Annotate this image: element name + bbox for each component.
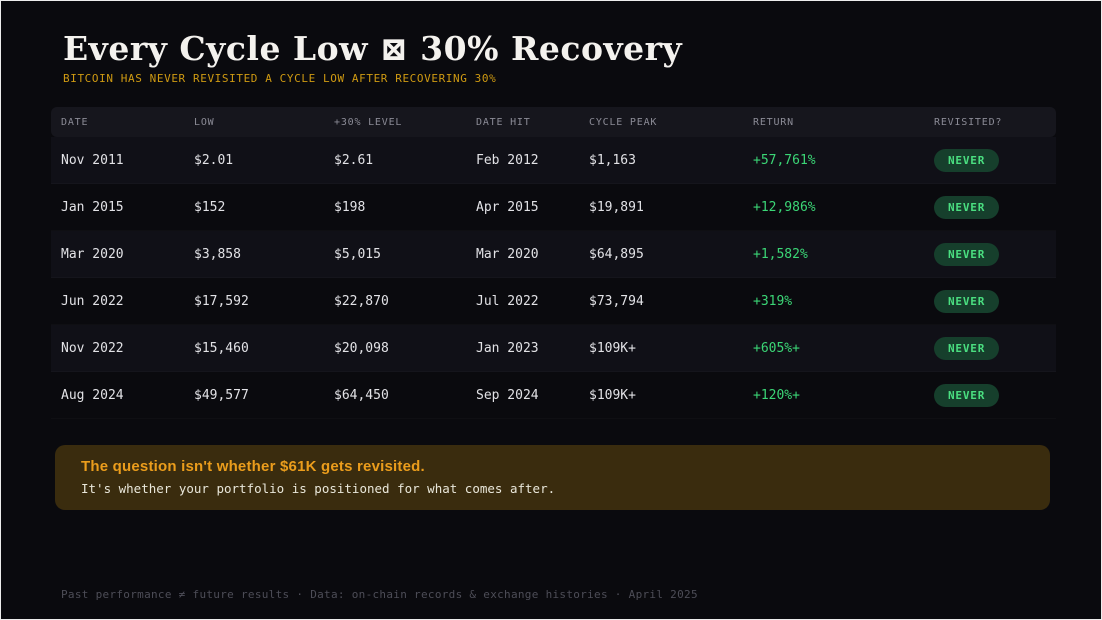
footer-disclaimer: Past performance ≠ future results · Data… [61,588,698,601]
cell-peak: $109K+ [589,387,636,403]
never-badge: NEVER [934,289,1000,313]
cell-peak: $64,895 [589,246,644,262]
cell-low: $49,577 [194,387,249,403]
cell-low: $15,460 [194,340,249,356]
page: Every Cycle Low ⊠ 30% Recovery BITCOIN H… [1,1,1101,511]
cell-level: $198 [334,199,366,215]
cell-return: +120%+ [753,387,800,403]
table-row: Aug 2024 $49,577 $64,450 Sep 2024 $109K+… [51,372,1056,419]
column-header-return: RETURN [753,116,794,128]
table-header-row: DATE LOW +30% LEVEL DATE HIT CYCLE PEAK … [51,107,1056,138]
cell-peak: $19,891 [589,199,644,215]
cell-date-hit: Jan 2023 [476,340,539,356]
cell-level: $5,015 [334,246,381,262]
cell-date-hit: Sep 2024 [476,387,539,403]
cell-revisited: NEVER [924,195,1056,219]
cell-return: +57,761% [753,152,816,168]
cell-date: Aug 2024 [61,387,124,403]
callout-body: It's whether your portfolio is positione… [81,481,556,497]
cell-date-hit: Apr 2015 [476,199,539,215]
cell-return: +605%+ [753,340,800,356]
callout-title: The question isn't whether $61K gets rev… [81,458,425,476]
cell-low: $152 [194,199,226,215]
cell-peak: $73,794 [589,293,644,309]
table-row: Nov 2022 $15,460 $20,098 Jan 2023 $109K+… [51,325,1056,373]
cell-level: $2.61 [334,152,374,168]
never-badge: NEVER [934,383,1000,407]
cell-date: Nov 2022 [61,340,124,356]
cell-low: $3,858 [194,246,241,262]
cell-level: $22,870 [334,293,389,309]
cell-low: $2.01 [194,152,234,168]
column-header-revisited: REVISITED? [934,116,1003,128]
cell-revisited: NEVER [924,148,1056,172]
table-row: Nov 2011 $2.01 $2.61 Feb 2012 $1,163 +57… [51,137,1056,185]
cell-date-hit: Jul 2022 [476,293,539,309]
cell-low: $17,592 [194,293,249,309]
page-header: Every Cycle Low ⊠ 30% Recovery BITCOIN H… [51,29,1054,86]
cell-date-hit: Mar 2020 [476,246,539,262]
cell-date-hit: Feb 2012 [476,152,539,168]
never-badge: NEVER [934,336,1000,360]
column-header-peak: CYCLE PEAK [589,116,658,128]
cell-return: +1,582% [753,246,808,262]
cell-peak: $109K+ [589,340,636,356]
cell-revisited: NEVER [924,289,1056,313]
page-subtitle: BITCOIN HAS NEVER REVISITED A CYCLE LOW … [63,72,497,86]
never-badge: NEVER [934,195,1000,219]
cell-revisited: NEVER [924,242,1056,266]
column-header-date: DATE [61,116,89,128]
cell-date: Mar 2020 [61,246,124,262]
callout-box: The question isn't whether $61K gets rev… [55,445,1050,511]
cell-return: +12,986% [753,199,816,215]
cell-revisited: NEVER [924,336,1056,360]
table-row: Jan 2015 $152 $198 Apr 2015 $19,891 +12,… [51,184,1056,231]
cell-date: Jun 2022 [61,293,124,309]
table-row: Jun 2022 $17,592 $22,870 Jul 2022 $73,79… [51,278,1056,325]
cell-revisited: NEVER [924,383,1056,407]
cycle-low-table: DATE LOW +30% LEVEL DATE HIT CYCLE PEAK … [51,107,1056,419]
column-header-date-hit: DATE HIT [476,116,531,128]
cell-peak: $1,163 [589,152,636,168]
never-badge: NEVER [934,242,1000,266]
column-header-level: +30% LEVEL [334,116,403,128]
cell-level: $20,098 [334,340,389,356]
cell-level: $64,450 [334,387,389,403]
cell-date: Nov 2011 [61,152,124,168]
table-row: Mar 2020 $3,858 $5,015 Mar 2020 $64,895 … [51,231,1056,279]
never-badge: NEVER [934,148,1000,172]
cell-date: Jan 2015 [61,199,124,215]
cell-return: +319% [753,293,793,309]
page-title: Every Cycle Low ⊠ 30% Recovery [63,29,683,68]
column-header-low: LOW [194,116,215,128]
